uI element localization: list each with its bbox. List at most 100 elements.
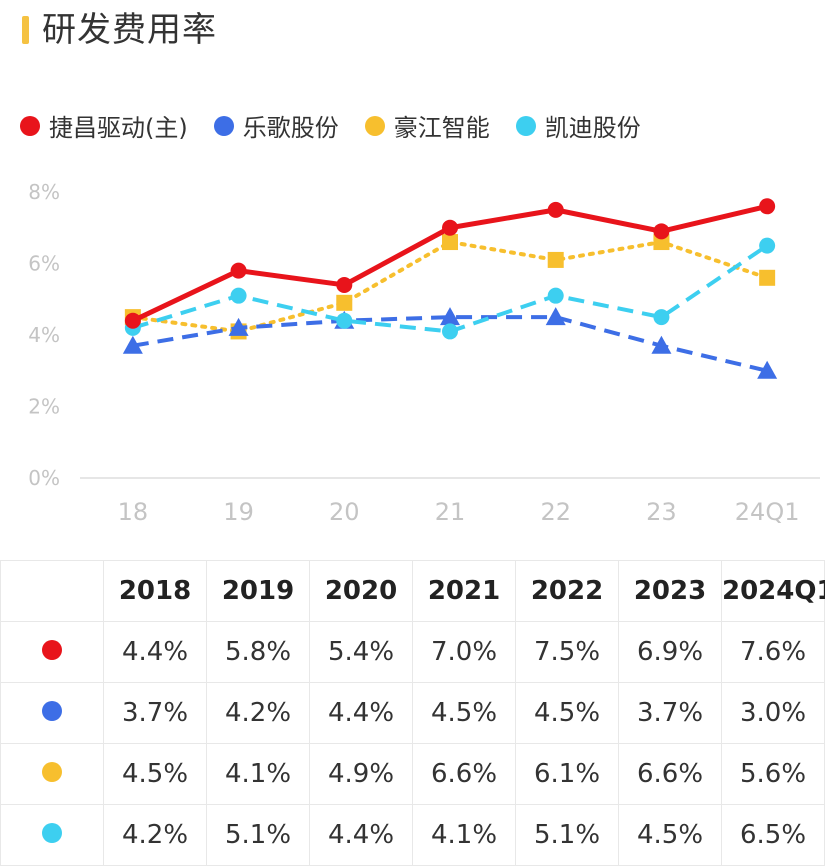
row-dot-1 [42, 701, 62, 721]
table-cell: 4.5% [618, 804, 722, 866]
x-tick-label: 18 [118, 498, 149, 526]
data-point-0-6 [759, 198, 776, 215]
legend-label-2: 豪江智能 [393, 114, 490, 142]
data-point-0-0 [124, 312, 141, 329]
data-point-1-3 [440, 307, 460, 326]
table-cell: 6.6% [412, 743, 516, 805]
legend-item-1[interactable]: 乐歌股份 [213, 108, 339, 143]
table-cell: 6.1% [515, 743, 619, 805]
table-row: 4.5% 4.1% 4.9% 6.6% 6.1% 6.6% 5.6% [0, 743, 825, 805]
x-tick-label: 24Q1 [735, 498, 800, 526]
data-point-1-1 [228, 317, 249, 336]
table-cell: 4.9% [309, 743, 413, 805]
line-chart: 0% 2% 4% 6% 8% 18 19 20 21 22 23 24Q1 [28, 180, 820, 526]
legend-dot-3 [515, 115, 536, 136]
table-header-cell: 2022 [515, 560, 619, 622]
table-cell: 3.7% [618, 682, 722, 744]
table-cell: 4.4% [103, 621, 207, 683]
data-point-0-1 [230, 262, 247, 279]
data-point-0-2 [336, 276, 353, 293]
table-row: 4.4% 5.8% 5.4% 7.0% 7.5% 6.9% 7.6% [0, 621, 825, 683]
table-cell: 3.7% [103, 682, 207, 744]
y-tick-label: 4% [28, 323, 60, 347]
table-cell: 5.8% [206, 621, 310, 683]
table-row: 4.2% 5.1% 4.4% 4.1% 5.1% 4.5% 6.5% [0, 804, 825, 866]
table-cell: 5.6% [721, 743, 825, 805]
table-cell: 5.4% [309, 621, 413, 683]
table-header-cell: 2023 [618, 560, 722, 622]
legend-label-0: 捷昌驱动(主) [49, 114, 188, 142]
table-row: 3.7% 4.2% 4.4% 4.5% 4.5% 3.7% 3.0% [0, 682, 825, 744]
data-point-3-5 [653, 309, 670, 326]
table-cell: 4.5% [103, 743, 207, 805]
table-cell: 7.0% [412, 621, 516, 683]
data-point-2-2 [336, 294, 353, 311]
data-point-3-4 [547, 287, 564, 304]
table-cell: 4.4% [309, 804, 413, 866]
table-cell: 4.5% [412, 682, 516, 744]
row-dot-3 [42, 823, 62, 843]
legend-dot-0 [20, 115, 40, 136]
legend-item-2[interactable]: 豪江智能 [364, 108, 490, 143]
table-cell: 5.1% [206, 804, 310, 866]
table-cell: 4.1% [412, 804, 516, 866]
data-point-0-3 [442, 219, 458, 236]
x-tick-label: 20 [329, 498, 360, 526]
legend-item-0[interactable]: 捷昌驱动(主) [20, 108, 188, 143]
row-marker-cell [0, 743, 104, 805]
y-tick-label: 6% [28, 252, 60, 276]
legend-label-3: 凯迪股份 [544, 114, 641, 142]
table-cell: 7.5% [515, 621, 619, 683]
table-header-cell: 2019 [206, 560, 310, 622]
title-accent-bar [22, 16, 29, 44]
table-header-cell: 2024Q1 [721, 560, 825, 622]
x-tick-label: 23 [646, 498, 677, 526]
data-point-2-6 [759, 269, 776, 286]
y-tick-label: 8% [28, 180, 60, 204]
legend-label-1: 乐歌股份 [242, 114, 339, 142]
row-marker-cell [0, 682, 104, 744]
data-point-3-6 [759, 237, 776, 254]
table-cell: 4.4% [309, 682, 413, 744]
row-marker-cell [0, 621, 104, 683]
table-cell: 4.5% [515, 682, 619, 744]
data-point-1-4 [545, 307, 566, 326]
table-cell: 7.6% [721, 621, 825, 683]
data-point-1-6 [757, 360, 778, 379]
legend: 捷昌驱动(主) 乐歌股份 豪江智能 凯迪股份 [20, 108, 667, 143]
table-cell: 5.1% [515, 804, 619, 866]
data-point-1-0 [122, 335, 143, 354]
table-corner-cell [0, 560, 104, 622]
data-point-3-2 [336, 312, 353, 329]
table-header-cell: 2020 [309, 560, 413, 622]
table-cell: 6.9% [618, 621, 722, 683]
data-point-3-3 [442, 323, 458, 340]
data-point-0-4 [547, 201, 564, 218]
table-header-cell: 2018 [103, 560, 207, 622]
y-tick-label: 2% [28, 395, 60, 419]
x-tick-label: 19 [223, 498, 254, 526]
table-cell: 4.2% [206, 682, 310, 744]
data-table: 2018 2019 2020 2021 2022 2023 2024Q1 4.4… [0, 560, 825, 866]
legend-dot-1 [213, 115, 234, 136]
row-dot-0 [42, 640, 62, 660]
table-cell: 3.0% [721, 682, 825, 744]
y-tick-label: 0% [28, 466, 60, 490]
data-point-3-1 [230, 287, 247, 304]
legend-dot-2 [364, 115, 385, 136]
chart-title: 研发费用率 [42, 10, 217, 50]
table-header-cell: 2021 [412, 560, 516, 622]
legend-item-3[interactable]: 凯迪股份 [515, 108, 641, 143]
data-point-2-4 [547, 251, 564, 268]
table-cell: 6.6% [618, 743, 722, 805]
x-tick-label: 21 [435, 498, 466, 526]
data-point-2-3 [442, 234, 458, 251]
row-marker-cell [0, 804, 104, 866]
data-point-0-5 [653, 223, 670, 240]
table-cell: 4.2% [103, 804, 207, 866]
table-header-row: 2018 2019 2020 2021 2022 2023 2024Q1 [0, 560, 825, 622]
table-cell: 4.1% [206, 743, 310, 805]
x-tick-label: 22 [540, 498, 571, 526]
data-point-1-5 [651, 335, 672, 354]
row-dot-2 [42, 762, 62, 782]
